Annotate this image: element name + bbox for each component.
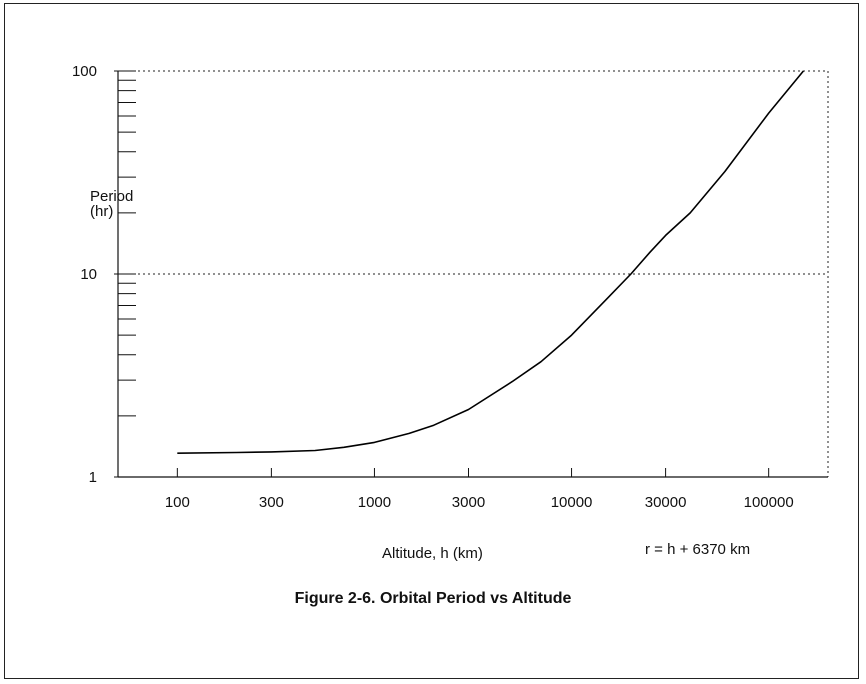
x-tick-label: 30000 bbox=[645, 494, 687, 511]
figure-frame bbox=[4, 3, 859, 679]
figure-caption: Figure 2-6. Orbital Period vs Altitude bbox=[294, 590, 572, 607]
x-tick-label: 300 bbox=[259, 494, 284, 511]
y-axis-label-line2: (hr) bbox=[90, 203, 114, 220]
x-axis-label: Altitude, h (km) bbox=[382, 545, 483, 562]
x-tick-label: 100000 bbox=[744, 494, 794, 511]
y-tick-label: 1 bbox=[89, 469, 97, 486]
y-axis-label-line1: Period bbox=[90, 188, 134, 205]
period-curve bbox=[177, 70, 805, 454]
x-tick-label: 3000 bbox=[452, 494, 485, 511]
x-tick-label: 10000 bbox=[551, 494, 593, 511]
x-tick-label: 1000 bbox=[358, 494, 391, 511]
y-tick-label: 10 bbox=[80, 266, 97, 283]
radius-annotation: r = h + 6370 km bbox=[645, 541, 751, 558]
y-tick-label: 100 bbox=[72, 63, 97, 80]
x-tick-label: 100 bbox=[165, 494, 190, 511]
